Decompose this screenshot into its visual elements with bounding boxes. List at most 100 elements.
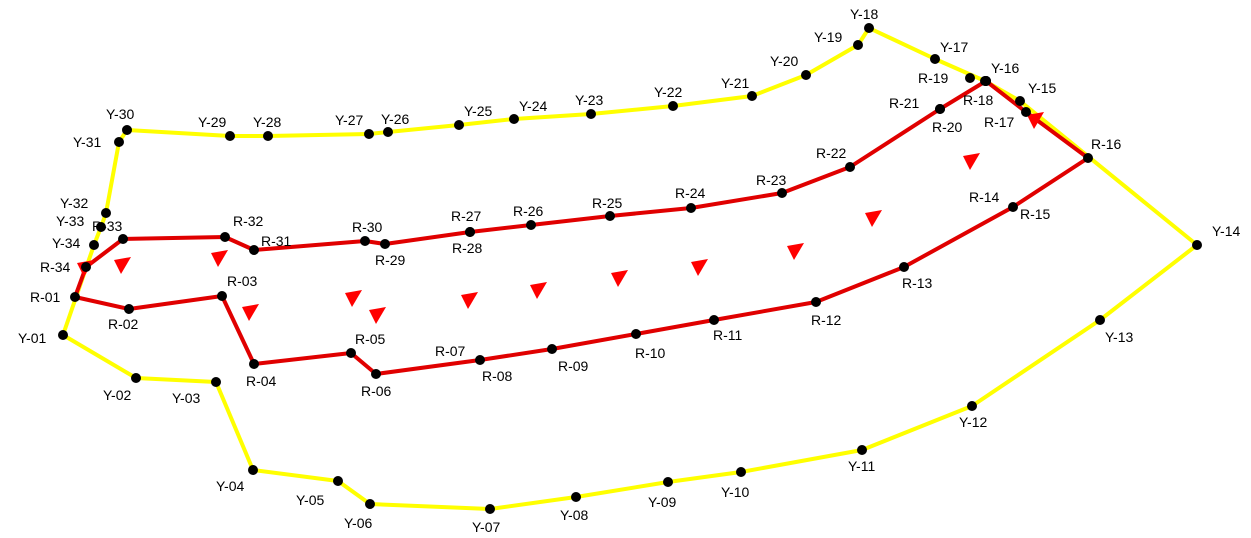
yellow-label-y-24: Y-24 [519,98,548,114]
direction-arrow-icon [530,282,547,299]
yellow-label-y-23: Y-23 [575,92,604,108]
yellow-point-y-29 [225,131,235,141]
red-label-r-19: R-19 [918,70,949,86]
yellow-label-y-28: Y-28 [253,114,282,130]
yellow-label-y-06: Y-06 [344,515,373,531]
red-point-r-29 [380,239,390,249]
yellow-point-y-24 [509,114,519,124]
yellow-label-y-18: Y-18 [850,6,879,22]
yellow-point-y-27 [364,129,374,139]
yellow-point-y-13 [1095,315,1105,325]
yellow-label-y-17: Y-17 [940,39,969,55]
direction-arrow-icon [114,257,131,274]
red-label-r-01: R-01 [30,289,61,305]
yellow-label-y-30: Y-30 [106,106,135,122]
red-point-r-31 [249,245,259,255]
yellow-label-y-19: Y-19 [814,29,843,45]
yellow-point-y-14 [1192,240,1202,250]
red-label-r-12: R-12 [811,312,842,328]
red-label-r-22: R-22 [816,145,847,161]
yellow-point-y-23 [586,109,596,119]
yellow-point-y-12 [967,401,977,411]
red-point-r-08 [547,344,557,354]
red-label-r-21: R-21 [889,95,920,111]
red-point-r-26 [526,220,536,230]
red-label-r-13: R-13 [902,275,933,291]
yellow-point-y-33 [96,222,106,232]
red-route-line [73,79,1090,376]
yellow-label-y-27: Y-27 [335,112,364,128]
yellow-label-y-03: Y-03 [172,390,201,406]
red-point-r-13 [1008,202,1018,212]
red-point-r-32 [220,232,230,242]
yellow-point-y-31 [114,137,124,147]
direction-arrow-icon [865,210,882,227]
yellow-point-y-03 [211,377,221,387]
red-label-r-10: R-10 [635,345,666,361]
red-point-r-06 [371,369,381,379]
red-point-r-21 [935,104,945,114]
yellow-label-y-10: Y-10 [721,484,750,500]
red-label-r-04: R-04 [246,373,277,389]
red-label-r-15: R-15 [1020,206,1051,222]
red-point-r-24 [686,203,696,213]
red-point-r-25 [605,211,615,221]
yellow-point-y-06 [365,499,375,509]
direction-arrow-icon [461,292,478,309]
yellow-point-y-10 [736,467,746,477]
red-label-r-32: R-32 [233,213,264,229]
direction-arrow-icon [611,270,628,287]
yellow-label-y-13: Y-13 [1105,329,1134,345]
yellow-label-y-05: Y-05 [296,492,325,508]
yellow-label-y-11: Y-11 [848,458,875,474]
yellow-label-y-15: Y-15 [1028,80,1057,96]
yellow-label-y-22: Y-22 [654,84,683,100]
direction-arrow-icon [369,307,386,324]
red-label-r-09: R-09 [558,358,589,374]
direction-arrow-icon [691,259,708,276]
yellow-label-y-08: Y-08 [560,507,589,523]
yellow-point-y-18 [864,23,874,33]
yellow-label-y-02: Y-02 [103,387,132,403]
red-label-r-05: R-05 [355,331,386,347]
yellow-point-y-02 [131,373,141,383]
yellow-label-y-12: Y-12 [959,414,988,430]
yellow-point-y-25 [454,120,464,130]
yellow-point-y-05 [333,476,343,486]
direction-arrow-icon [211,250,228,267]
red-label-r-34: R-34 [40,259,71,275]
direction-arrow-icon [787,243,804,260]
red-point-r-30 [360,236,370,246]
red-point-r-12 [899,262,909,272]
red-point-r-28 [465,227,475,237]
red-label-r-17: R-17 [984,114,1015,130]
red-label-r-06: R-06 [361,383,392,399]
yellow-point-y-22 [668,101,678,111]
yellow-point-y-28 [263,131,273,141]
red-point-r-02 [124,304,134,314]
red-point-r-14 [1083,153,1093,163]
yellow-label-y-33: Y-33 [56,213,85,229]
yellow-point-y-26 [383,127,393,137]
red-label-r-33: R-33 [92,218,123,234]
red-point-r-04 [249,359,259,369]
survey-points [58,23,1202,514]
direction-arrow-icon [242,304,259,321]
yellow-label-y-34: Y-34 [52,235,81,251]
yellow-route-line [61,26,1199,511]
red-label-r-28: R-28 [452,240,483,256]
red-label-r-30: R-30 [352,219,383,235]
direction-arrow-icon [345,290,362,307]
direction-arrow-icon [1027,112,1044,129]
red-point-r-09 [631,329,641,339]
yellow-label-y-14: Y-14 [1212,223,1241,239]
red-label-r-23: R-23 [756,172,787,188]
yellow-label-y-25: Y-25 [464,103,493,119]
yellow-point-y-09 [663,477,673,487]
red-point-r-10 [709,315,719,325]
yellow-label-y-29: Y-29 [198,114,227,130]
red-point-r-15 [1021,107,1031,117]
red-label-r-07: R-07 [435,343,466,359]
red-label-r-24: R-24 [675,185,706,201]
